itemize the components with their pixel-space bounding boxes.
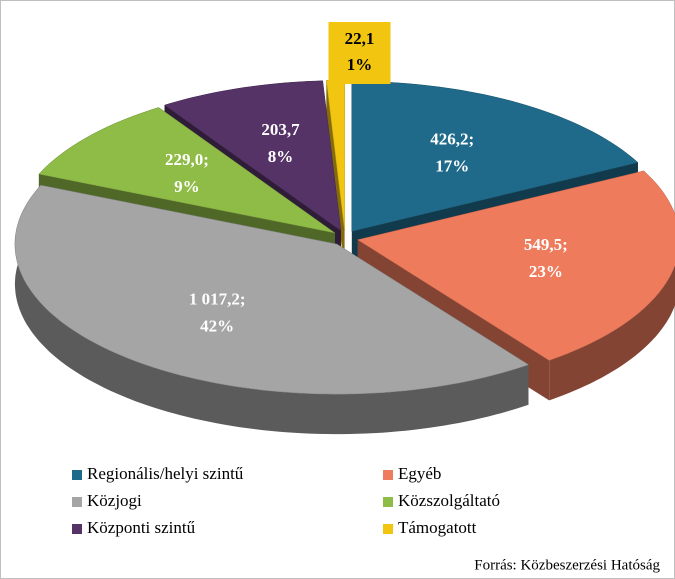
legend-label: Egyéb (398, 464, 441, 483)
data-label: 229,0; 9% (165, 150, 209, 196)
percent-label: 9% (174, 177, 200, 196)
label-box (328, 22, 391, 84)
slice-wall (549, 170, 675, 401)
data-label: 22,1 1% (345, 29, 375, 74)
data-label: 549,5; 23% (524, 235, 568, 281)
data-label: 426,2; 17% (430, 129, 474, 175)
value-label: 426,2; (430, 129, 474, 148)
slice (351, 81, 639, 232)
legend-swatch (383, 470, 393, 480)
value-label: 22,1 (345, 29, 375, 48)
value-label: 229,0; (165, 150, 209, 169)
percent-label: 17% (435, 156, 469, 175)
legend-swatch (383, 497, 393, 507)
legend-swatch (72, 497, 82, 507)
value-label: 1 017,2; (189, 290, 246, 309)
slice (14, 184, 530, 395)
source-note: Forrás: Közbeszerzési Hatóság (474, 557, 660, 573)
percent-label: 1% (347, 55, 373, 74)
value-label: 549,5; (524, 235, 568, 254)
legend-label: Közjogi (87, 491, 142, 510)
percent-label: 42% (200, 317, 234, 336)
data-label: 1 017,2; 42% (189, 290, 246, 336)
legend-swatch (383, 524, 393, 534)
slice (164, 80, 342, 232)
pie-tops (14, 79, 675, 395)
slice (357, 170, 675, 361)
legend-swatch (72, 524, 82, 534)
legend-label: Regionális/helyi szintű (87, 464, 244, 483)
legend-label: Támogatott (398, 518, 477, 537)
percent-label: 23% (529, 262, 563, 281)
value-label: 203,7 (261, 120, 300, 139)
legend-swatch (72, 470, 82, 480)
legend-label: Központi szintű (87, 518, 196, 537)
slice (38, 107, 336, 234)
percent-label: 8% (268, 147, 294, 166)
data-label: 203,7 8% (261, 120, 300, 166)
slice-wall (14, 185, 529, 435)
legend-label: Közszolgáltató (398, 491, 500, 510)
